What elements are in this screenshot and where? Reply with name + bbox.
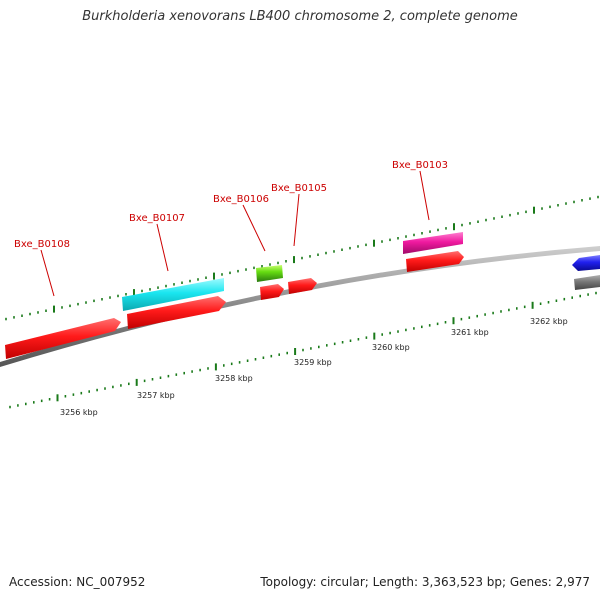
tick-label-3256: 3256 kbp [60, 408, 98, 417]
gene-label-bxe-b0105[interactable]: Bxe_B0105 [271, 183, 327, 194]
leader-bxe-b0105 [293, 193, 300, 247]
gene-arrow-bxe-b0106[interactable] [256, 265, 283, 282]
leader-bxe-b0103 [419, 170, 430, 221]
leader-bxe-b0107 [156, 223, 169, 272]
gene-arrow-blue[interactable] [572, 255, 600, 271]
gene-arrow-bxe-b0108[interactable] [5, 318, 121, 359]
genome-summary: Topology: circular; Length: 3,363,523 bp… [260, 575, 590, 589]
accession-label: Accession: NC_007952 [9, 575, 146, 589]
tick-label-3258: 3258 kbp [215, 374, 253, 383]
gene-label-bxe-b0108[interactable]: Bxe_B0108 [14, 239, 70, 250]
dna-backbone [0, 246, 600, 367]
tick-label-3259: 3259 kbp [294, 358, 332, 367]
axis-labels: 3256 kbp 3257 kbp 3258 kbp 3259 kbp 3260… [60, 317, 568, 417]
gene-arrow-red-3[interactable] [260, 284, 284, 300]
gene-label-bxe-b0103[interactable]: Bxe_B0103 [392, 160, 448, 171]
upper-tick-row [5, 195, 599, 321]
gene-arrow-bxe-b0107[interactable] [122, 278, 224, 311]
tick-label-3257: 3257 kbp [137, 391, 175, 400]
tick-label-3261: 3261 kbp [451, 328, 489, 337]
gene-arrow-red-2[interactable] [127, 296, 226, 329]
gene-arrow-gray[interactable] [574, 275, 600, 290]
leader-bxe-b0106 [242, 204, 266, 252]
leader-bxe-b0108 [40, 249, 55, 297]
leader-lines [40, 170, 430, 297]
gene-arrow-bxe-b0105[interactable] [288, 278, 317, 294]
map-title: Burkholderia xenovorans LB400 chromosome… [82, 9, 518, 24]
gene-label-bxe-b0107[interactable]: Bxe_B0107 [129, 213, 185, 224]
gene-label-bxe-b0106[interactable]: Bxe_B0106 [213, 194, 269, 205]
tick-label-3262: 3262 kbp [530, 317, 568, 326]
gene-features [5, 232, 600, 359]
gene-labels: Bxe_B0108 Bxe_B0107 Bxe_B0106 Bxe_B0105 … [14, 160, 448, 250]
lower-tick-row [9, 291, 597, 409]
gene-arrow-red-4[interactable] [406, 251, 464, 272]
gene-arrow-bxe-b0103[interactable] [403, 232, 463, 254]
tick-label-3260: 3260 kbp [372, 343, 410, 352]
